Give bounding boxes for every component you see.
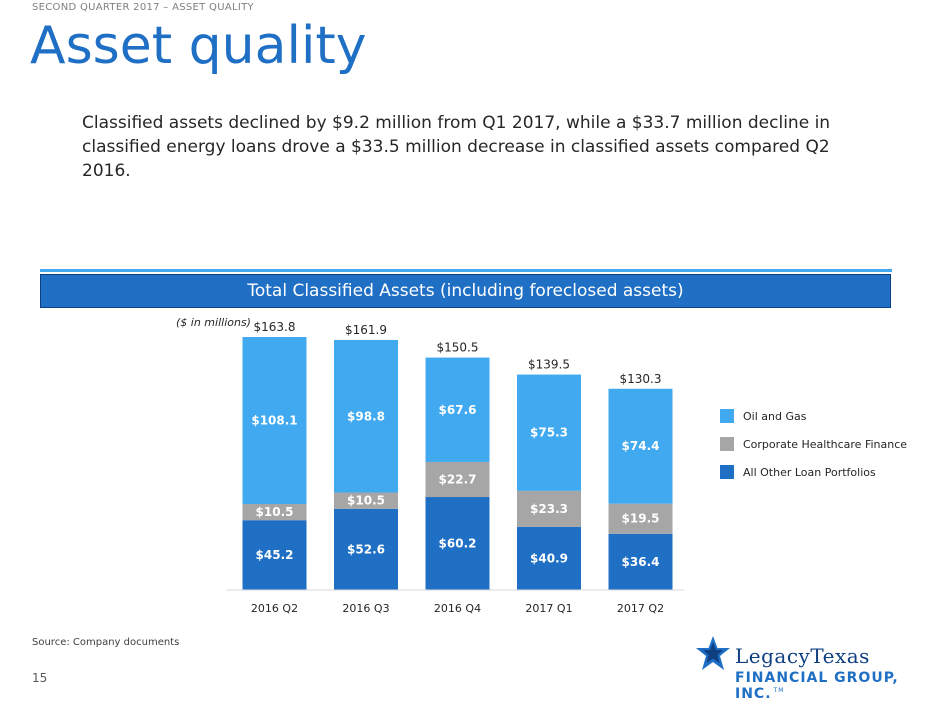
bar-segment-healthcare — [517, 490, 581, 527]
bar-segment-other-loans — [517, 526, 581, 590]
total-label: $139.5 — [528, 358, 570, 372]
legend-swatch-healthcare — [720, 437, 734, 451]
data-label: $74.4 — [622, 439, 660, 453]
data-label: $52.6 — [347, 542, 385, 556]
star-icon — [696, 636, 730, 670]
source-note: Source: Company documents — [32, 637, 180, 648]
bar-segment-healthcare — [242, 503, 307, 521]
data-label: $10.5 — [256, 505, 294, 519]
data-label: $36.4 — [622, 555, 660, 569]
bar-segment-oil-gas — [334, 339, 398, 493]
x-tick-label: 2017 Q2 — [617, 602, 664, 615]
total-label: $161.9 — [345, 323, 387, 337]
bar-segment-oil-gas — [608, 388, 673, 504]
legend-swatch-other-loans — [720, 465, 734, 479]
data-label: $45.2 — [256, 548, 294, 562]
total-label: $130.3 — [620, 372, 662, 386]
x-tick-label: 2016 Q4 — [434, 602, 481, 615]
bar-segment-oil-gas — [242, 337, 307, 504]
legend-label: Corporate Healthcare Finance — [743, 437, 908, 451]
page-number: 15 — [32, 671, 48, 685]
unit-note: ($ in millions) — [176, 316, 251, 329]
bar-segment-other-loans — [242, 520, 307, 590]
bar-segment-healthcare — [425, 461, 490, 498]
data-label: $67.6 — [439, 403, 477, 417]
bar-segment-other-loans — [608, 533, 673, 590]
legend-item-oil-gas: Oil and Gas — [720, 409, 907, 423]
x-tick-label: 2016 Q2 — [251, 602, 298, 615]
intro-paragraph: Classified assets declined by $9.2 milli… — [82, 113, 831, 181]
total-label: $150.5 — [437, 341, 479, 355]
legend-item-other-loans: All Other Loan Portfolios — [720, 465, 907, 479]
bar-segment-healthcare — [608, 503, 673, 534]
logo-subtitle: FINANCIAL GROUP, INC. TM — [735, 670, 935, 702]
data-label: $60.2 — [439, 537, 477, 551]
legend-item-healthcare: Corporate Healthcare Finance — [720, 437, 907, 451]
logo-tm: TM — [773, 687, 785, 695]
logo-name: LegacyTexas — [735, 644, 870, 668]
data-label: $23.3 — [530, 502, 568, 516]
data-label: $10.5 — [347, 494, 385, 508]
chart-legend: Oil and Gas Corporate Healthcare Finance… — [720, 409, 907, 493]
x-tick-label: 2016 Q3 — [342, 602, 389, 615]
data-label: $22.7 — [439, 472, 477, 486]
bar-segment-other-loans — [334, 508, 398, 590]
legend-label: Oil and Gas — [743, 409, 807, 423]
company-logo: LegacyTexas FINANCIAL GROUP, INC. TM — [695, 634, 935, 702]
data-label: $40.9 — [530, 551, 568, 565]
bar-segment-healthcare — [334, 492, 398, 509]
legend-label: All Other Loan Portfolios — [743, 465, 876, 479]
bars-group: $45.2 $10.5 $108.1 $163.8 2016 Q2 $52.6 $10.5 $… — [242, 320, 673, 615]
legend-swatch-oil-gas — [720, 409, 734, 423]
logo-sub-text: FINANCIAL GROUP, INC. — [735, 670, 899, 702]
page-title: Asset quality — [30, 16, 367, 76]
data-label: $75.3 — [530, 426, 568, 440]
banner-accent-line — [40, 269, 892, 272]
bar-segment-other-loans — [425, 497, 490, 590]
data-label: $19.5 — [622, 512, 660, 526]
total-label: $163.8 — [254, 320, 296, 334]
x-tick-label: 2017 Q1 — [525, 602, 572, 615]
chart-banner: Total Classified Assets (including forec… — [40, 274, 891, 308]
data-label: $98.8 — [347, 409, 385, 423]
bar-segment-oil-gas — [517, 374, 581, 491]
data-label: $108.1 — [251, 413, 297, 427]
bar-segment-oil-gas — [425, 357, 490, 462]
section-eyebrow: SECOND QUARTER 2017 – ASSET QUALITY — [32, 2, 254, 13]
